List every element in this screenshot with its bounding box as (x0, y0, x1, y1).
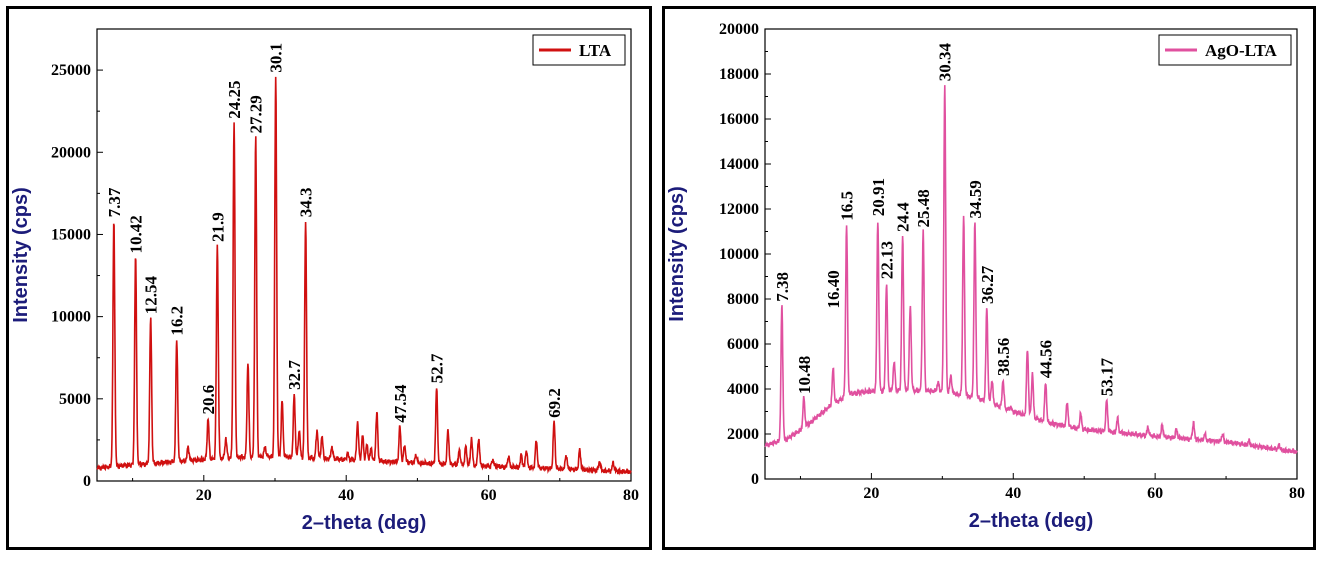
peak-label: 44.56 (1037, 340, 1056, 378)
peak-label: 32.7 (285, 360, 304, 390)
y-axis-title: Intensity (cps) (10, 187, 32, 323)
x-tick-label: 60 (481, 487, 497, 504)
peak-label: 16.40 (824, 270, 843, 308)
x-axis-title: 2–theta (deg) (302, 512, 426, 534)
y-tick-label: 2000 (727, 426, 759, 443)
peak-label: 27.29 (247, 95, 266, 133)
x-axis-title: 2–theta (deg) (969, 510, 1093, 532)
peak-label: 20.6 (199, 385, 218, 415)
peak-label: 12.54 (142, 276, 161, 315)
peak-label: 21.9 (208, 212, 227, 242)
peak-label: 7.38 (773, 272, 792, 302)
legend-label: AgO-LTA (1205, 41, 1278, 60)
peak-label: 16.5 (838, 191, 857, 221)
y-tick-label: 14000 (719, 156, 759, 173)
peak-label: 24.25 (225, 80, 244, 118)
plot-frame (764, 28, 1298, 480)
y-tick-label: 0 (751, 471, 759, 488)
y-tick-label: 0 (83, 473, 91, 490)
x-tick-label: 80 (623, 487, 639, 504)
plot-frame (96, 28, 632, 482)
peak-label: 47.54 (391, 384, 410, 423)
series-line-ago-lta (764, 85, 1298, 455)
y-axis-title: Intensity (cps) (666, 186, 688, 322)
y-tick-label: 5000 (59, 391, 91, 408)
lta-chart: 20 40 60 80 0 5000 10000 15000 20000 25000 2–theta… (10, 28, 639, 534)
y-tick-label: 25000 (51, 62, 91, 79)
y-tick-label: 20000 (51, 144, 91, 161)
legend-label: LTA (579, 41, 612, 60)
peak-label: 30.1 (267, 43, 286, 73)
ago-lta-chart: 20 40 60 80 0 2000 4000 6000 8000 10000 12000 14000… (666, 21, 1305, 532)
y-tick-label: 10000 (51, 309, 91, 326)
x-tick-label: 40 (338, 487, 354, 504)
peak-label: 53.17 (1098, 358, 1117, 397)
peak-label: 34.59 (966, 180, 985, 218)
peak-label: 16.2 (168, 306, 187, 336)
y-tick-label: 18000 (719, 66, 759, 83)
ago-lta-chart-panel: 20 40 60 80 0 2000 4000 6000 8000 10000 12000 14000… (662, 6, 1316, 550)
peak-label: 7.37 (105, 187, 124, 217)
peak-label: 52.7 (428, 353, 447, 383)
peak-label: 36.27 (978, 265, 997, 304)
y-tick-label: 15000 (51, 226, 91, 243)
peak-label: 24.4 (894, 202, 913, 232)
x-tick-label: 20 (863, 485, 879, 502)
peak-label: 25.48 (914, 189, 933, 227)
peak-label: 30.34 (936, 43, 955, 82)
lta-chart-panel: 20 40 60 80 0 5000 10000 15000 20000 25000 2–theta… (6, 6, 652, 550)
y-tick-label: 8000 (727, 291, 759, 308)
peak-label: 34.3 (297, 188, 316, 218)
y-tick-label: 10000 (719, 246, 759, 263)
x-tick-label: 60 (1147, 485, 1163, 502)
x-tick-label: 40 (1005, 485, 1021, 502)
peak-label: 22.13 (878, 241, 897, 279)
y-tick-label: 4000 (727, 381, 759, 398)
peak-label: 10.48 (795, 356, 814, 394)
y-tick-label: 20000 (719, 21, 759, 38)
x-tick-label: 20 (196, 487, 212, 504)
y-tick-label: 12000 (719, 201, 759, 218)
peak-label: 10.42 (127, 215, 146, 253)
peak-label: 20.91 (869, 178, 888, 216)
series-line-lta (96, 76, 632, 476)
peak-label: 38.56 (994, 338, 1013, 376)
x-tick-label: 80 (1289, 485, 1305, 502)
y-tick-label: 16000 (719, 111, 759, 128)
peak-label: 69.2 (545, 388, 564, 418)
y-tick-label: 6000 (727, 336, 759, 353)
